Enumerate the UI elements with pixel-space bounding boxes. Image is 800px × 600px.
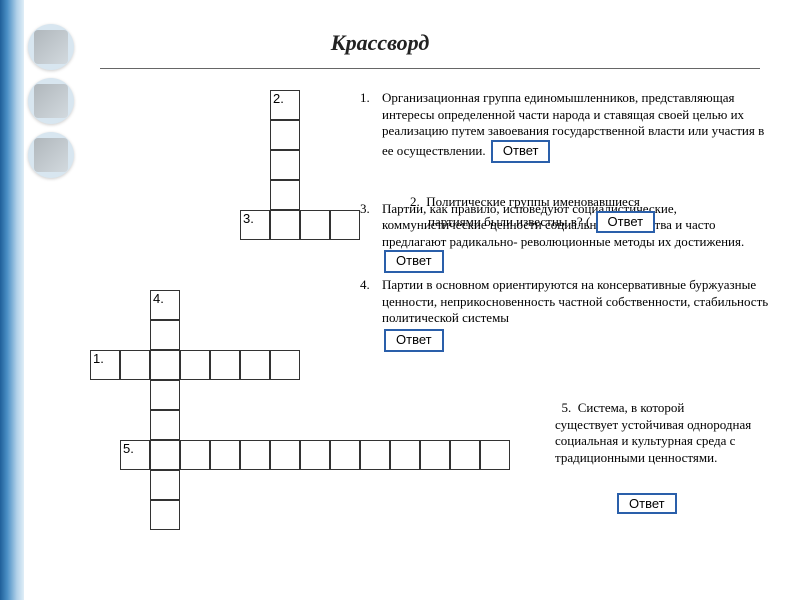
answer-button[interactable]: Ответ (384, 250, 444, 273)
cell[interactable] (300, 440, 330, 470)
cell[interactable] (270, 210, 300, 240)
cell[interactable] (150, 380, 180, 410)
cell[interactable] (150, 500, 180, 530)
cell[interactable] (360, 440, 390, 470)
cell[interactable] (480, 440, 510, 470)
answer-button[interactable]: Ответ (384, 329, 444, 352)
answer-button[interactable]: Ответ (491, 140, 551, 163)
clue-text: Политические группы именовавшиеся (426, 194, 640, 209)
cell-5-start[interactable]: 5. (120, 440, 150, 470)
clue-text: существует устойчивая однородная социаль… (555, 417, 751, 465)
cell[interactable] (270, 440, 300, 470)
cell[interactable] (240, 440, 270, 470)
cell[interactable] (270, 150, 300, 180)
cell[interactable] (150, 350, 180, 380)
clue-number: 3. (360, 201, 382, 274)
cell[interactable] (450, 440, 480, 470)
cell[interactable] (390, 440, 420, 470)
cell[interactable] (330, 440, 360, 470)
cell[interactable] (120, 350, 150, 380)
clue-text: партиями были известны в? ( (428, 214, 590, 229)
cell[interactable] (180, 350, 210, 380)
cell[interactable] (420, 440, 450, 470)
left-gradient-band (0, 0, 24, 600)
clue-number: 1. (360, 90, 382, 163)
clue-2: 2. Политические группы именовавшиеся пар… (410, 194, 750, 233)
clue-text: Система, в которой (578, 400, 685, 415)
cell-3-start[interactable]: 3. (240, 210, 270, 240)
answer-button[interactable]: Ответ (596, 211, 656, 234)
page-title: Крассворд (0, 30, 760, 56)
cell[interactable] (180, 440, 210, 470)
clue-5: 5. Система, в которой существует устойчи… (555, 400, 770, 467)
clue-number: 4. (360, 277, 382, 352)
cell-4-start[interactable]: 4. (150, 290, 180, 320)
circle-image-2 (28, 78, 74, 124)
cell[interactable] (270, 350, 300, 380)
clue-text: Организационная группа единомышленников,… (382, 90, 764, 158)
cell[interactable] (150, 470, 180, 500)
cell[interactable] (270, 120, 300, 150)
clue-4: 4. Партии в основном ориентируются на ко… (360, 277, 770, 352)
answer-button[interactable]: Ответ (617, 493, 677, 514)
title-divider (100, 68, 760, 69)
clue-number: 2. (410, 194, 420, 209)
cell[interactable] (270, 180, 300, 210)
cell[interactable] (210, 350, 240, 380)
cell[interactable] (240, 350, 270, 380)
clue-1: 1. Организационная группа единомышленник… (360, 90, 770, 163)
cell[interactable] (150, 320, 180, 350)
circle-image-3 (28, 132, 74, 178)
cell[interactable] (300, 210, 330, 240)
cell-2-start[interactable]: 2. (270, 90, 300, 120)
clue-number: 5. (562, 400, 572, 415)
cell[interactable] (150, 410, 180, 440)
cell[interactable] (330, 210, 360, 240)
cell[interactable] (210, 440, 240, 470)
cell-1-start[interactable]: 1. (90, 350, 120, 380)
cell[interactable] (150, 440, 180, 470)
clue-text: Партии в основном ориентируются на консе… (382, 277, 768, 325)
